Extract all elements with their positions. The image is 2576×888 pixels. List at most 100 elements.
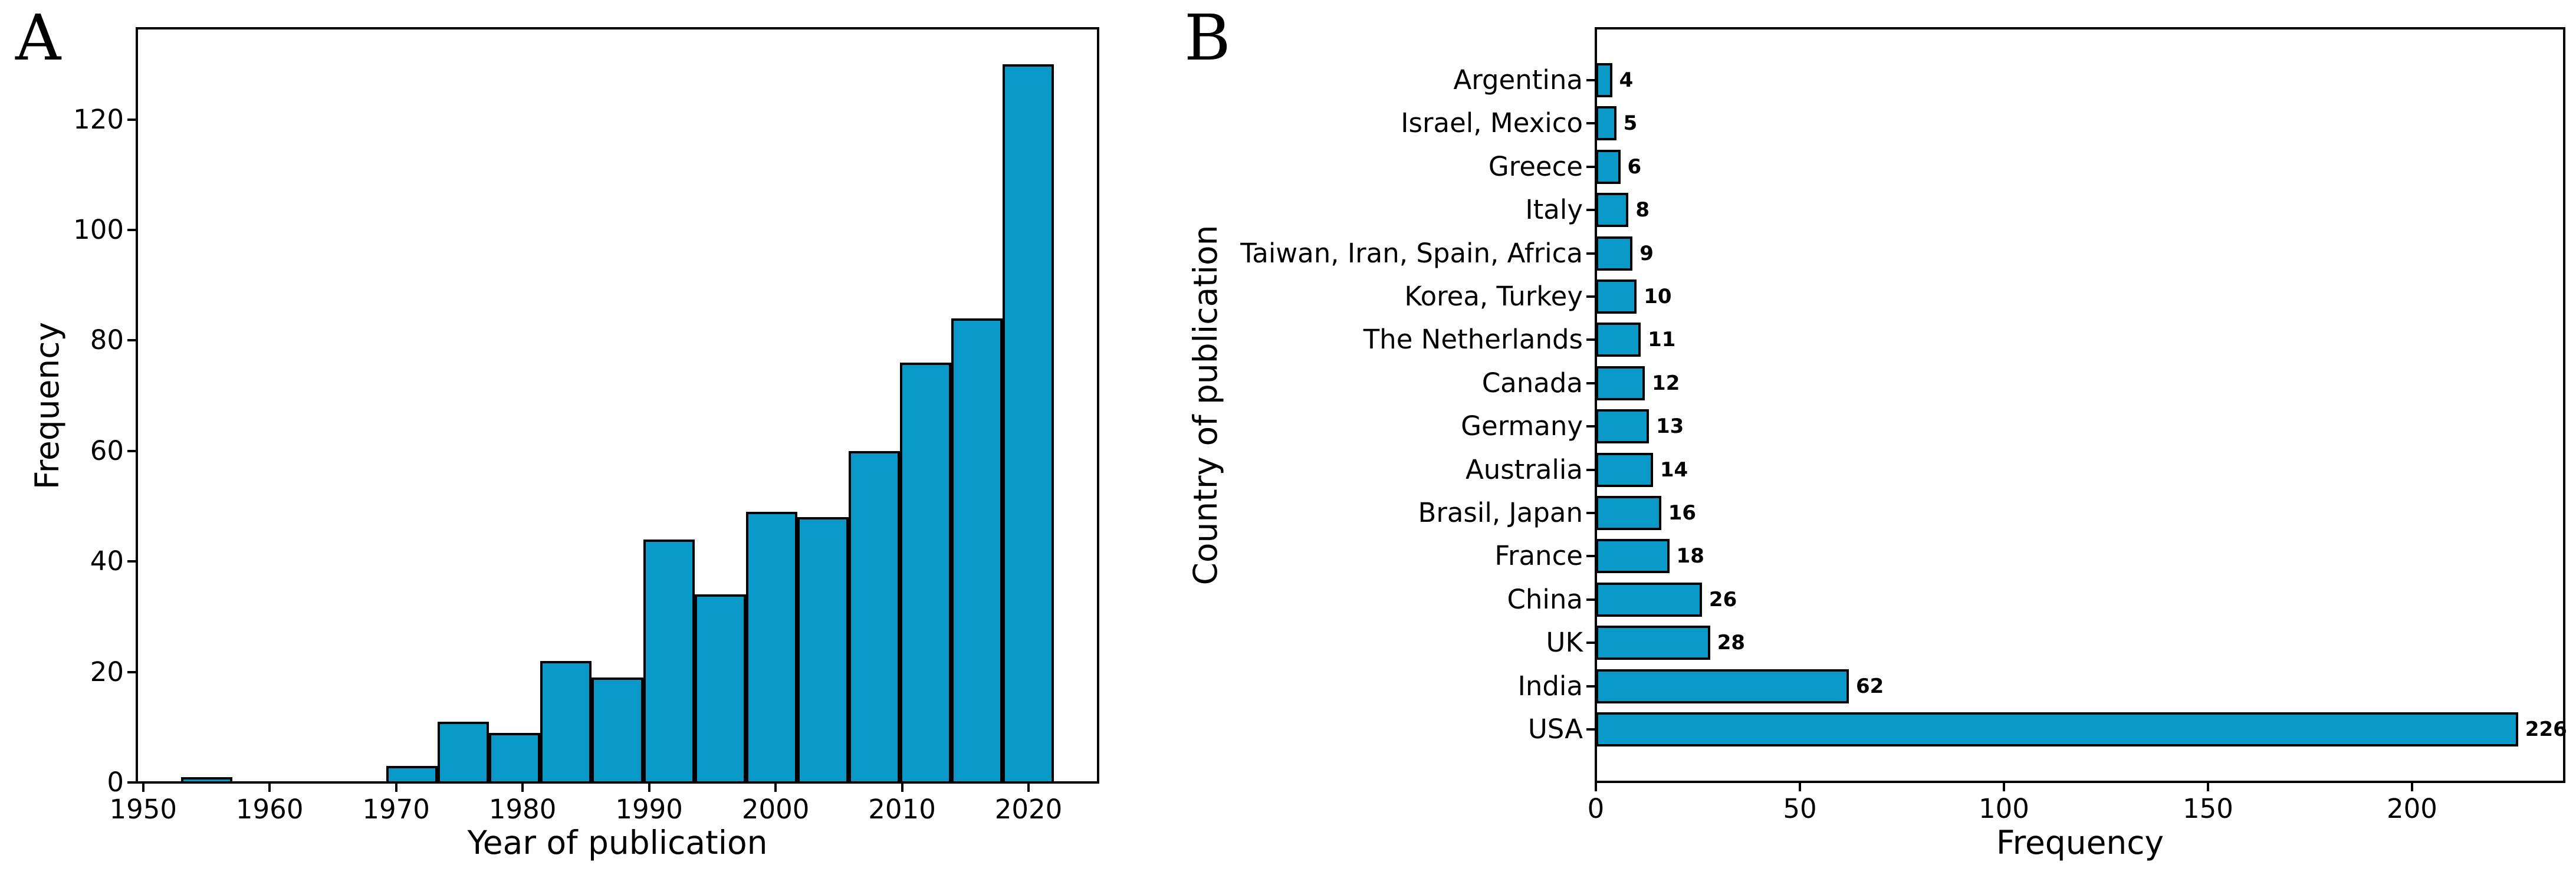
histogram-bar	[694, 594, 746, 784]
histogram-bar	[797, 517, 849, 784]
country-bar	[1596, 149, 1621, 184]
bar-value-label: 13	[1655, 415, 1684, 439]
panel-b-letter: B	[1184, 2, 1231, 75]
histogram-bar	[1002, 64, 1054, 784]
x-tick-label: 2020	[994, 794, 1063, 825]
y-tick-label: 20	[90, 656, 124, 688]
category-label: France	[1494, 540, 1583, 572]
y-tick	[127, 560, 136, 563]
x-tick-label: 1950	[109, 794, 177, 825]
x-tick	[774, 784, 777, 792]
country-bar	[1596, 496, 1661, 530]
country-bar	[1596, 193, 1629, 228]
panel-b-y-axis-label: Country of publication	[1187, 225, 1224, 586]
panel-b-plot-border	[1595, 27, 2565, 783]
x-tick	[395, 784, 397, 792]
category-label: UK	[1546, 627, 1583, 659]
y-tick	[127, 339, 136, 342]
country-bar	[1596, 669, 1849, 703]
country-bar	[1596, 409, 1649, 444]
bar-value-label: 12	[1652, 371, 1680, 395]
bar-value-label: 11	[1648, 328, 1676, 352]
country-bar	[1596, 626, 1710, 660]
x-tick	[521, 784, 524, 792]
panel-b-x-axis-label: Frequency	[1996, 824, 2164, 861]
category-label: China	[1507, 583, 1583, 615]
category-tick	[1586, 209, 1595, 212]
bar-value-label: 8	[1635, 198, 1650, 222]
country-bar	[1596, 279, 1637, 314]
histogram-bar	[386, 765, 438, 784]
country-bar	[1596, 366, 1645, 400]
y-tick-label: 0	[107, 767, 124, 798]
country-bar	[1596, 323, 1641, 357]
category-label: The Netherlands	[1363, 324, 1583, 356]
bar-value-label: 6	[1627, 154, 1642, 179]
category-tick	[1586, 598, 1595, 601]
country-bar	[1596, 63, 1612, 97]
bar-value-label: 9	[1639, 241, 1654, 265]
y-tick	[127, 229, 136, 231]
y-tick-label: 120	[73, 103, 124, 135]
bar-value-label: 28	[1717, 631, 1746, 655]
category-label: Taiwan, Iran, Spain, Africa	[1240, 237, 1583, 269]
panel-a-x-axis-label: Year of publication	[467, 824, 768, 861]
category-tick	[1586, 295, 1595, 298]
y-tick-label: 80	[90, 324, 124, 356]
histogram-bar	[899, 362, 951, 784]
histogram-bar	[540, 660, 592, 784]
y-tick-label: 60	[90, 435, 124, 466]
x-tick-label: 100	[1978, 793, 2029, 824]
category-label: Argentina	[1453, 64, 1583, 96]
bar-value-label: 26	[1708, 587, 1737, 611]
x-tick-label: 150	[2182, 793, 2233, 824]
category-label: Korea, Turkey	[1404, 281, 1583, 312]
bar-value-label: 16	[1668, 501, 1697, 525]
category-label: Brasil, Japan	[1418, 497, 1583, 528]
country-bar	[1596, 452, 1653, 487]
bar-value-label: 18	[1676, 544, 1704, 568]
histogram-bar	[745, 511, 797, 784]
x-tick-label: 1990	[615, 794, 683, 825]
category-tick	[1586, 728, 1595, 731]
category-label: Canada	[1481, 367, 1583, 399]
y-tick	[127, 449, 136, 452]
bar-value-label: 14	[1660, 458, 1688, 482]
x-tick	[1027, 784, 1030, 792]
x-tick	[2206, 783, 2209, 791]
x-tick-label: 1960	[235, 794, 304, 825]
category-tick	[1586, 381, 1595, 384]
country-bar	[1596, 582, 1702, 617]
x-tick	[1798, 783, 1801, 791]
category-label: Italy	[1525, 194, 1583, 226]
category-tick	[1586, 79, 1595, 81]
x-tick-label: 1970	[362, 794, 430, 825]
category-label: Germany	[1461, 410, 1583, 442]
histogram-bar	[643, 539, 695, 784]
country-bar	[1596, 106, 1616, 141]
x-tick	[2002, 783, 2005, 791]
category-label: Greece	[1488, 150, 1583, 182]
category-label: USA	[1527, 713, 1583, 745]
category-tick	[1586, 642, 1595, 644]
x-tick	[1595, 783, 1597, 791]
bar-value-label: 4	[1619, 68, 1634, 92]
x-tick	[2410, 783, 2413, 791]
x-tick	[901, 784, 903, 792]
category-label: Israel, Mexico	[1401, 107, 1583, 139]
category-tick	[1586, 425, 1595, 428]
x-tick-label: 50	[1783, 793, 1817, 824]
category-tick	[1586, 555, 1595, 558]
category-tick	[1586, 512, 1595, 514]
country-bar	[1596, 712, 2518, 746]
x-tick	[648, 784, 650, 792]
category-tick	[1586, 685, 1595, 688]
bar-value-label: 5	[1623, 111, 1638, 136]
category-tick	[1586, 122, 1595, 125]
histogram-bar	[848, 450, 900, 784]
panel-a-y-axis-label: Frequency	[28, 321, 66, 490]
bar-value-label: 226	[2525, 718, 2567, 741]
y-tick	[127, 670, 136, 673]
category-label: Australia	[1465, 453, 1583, 485]
